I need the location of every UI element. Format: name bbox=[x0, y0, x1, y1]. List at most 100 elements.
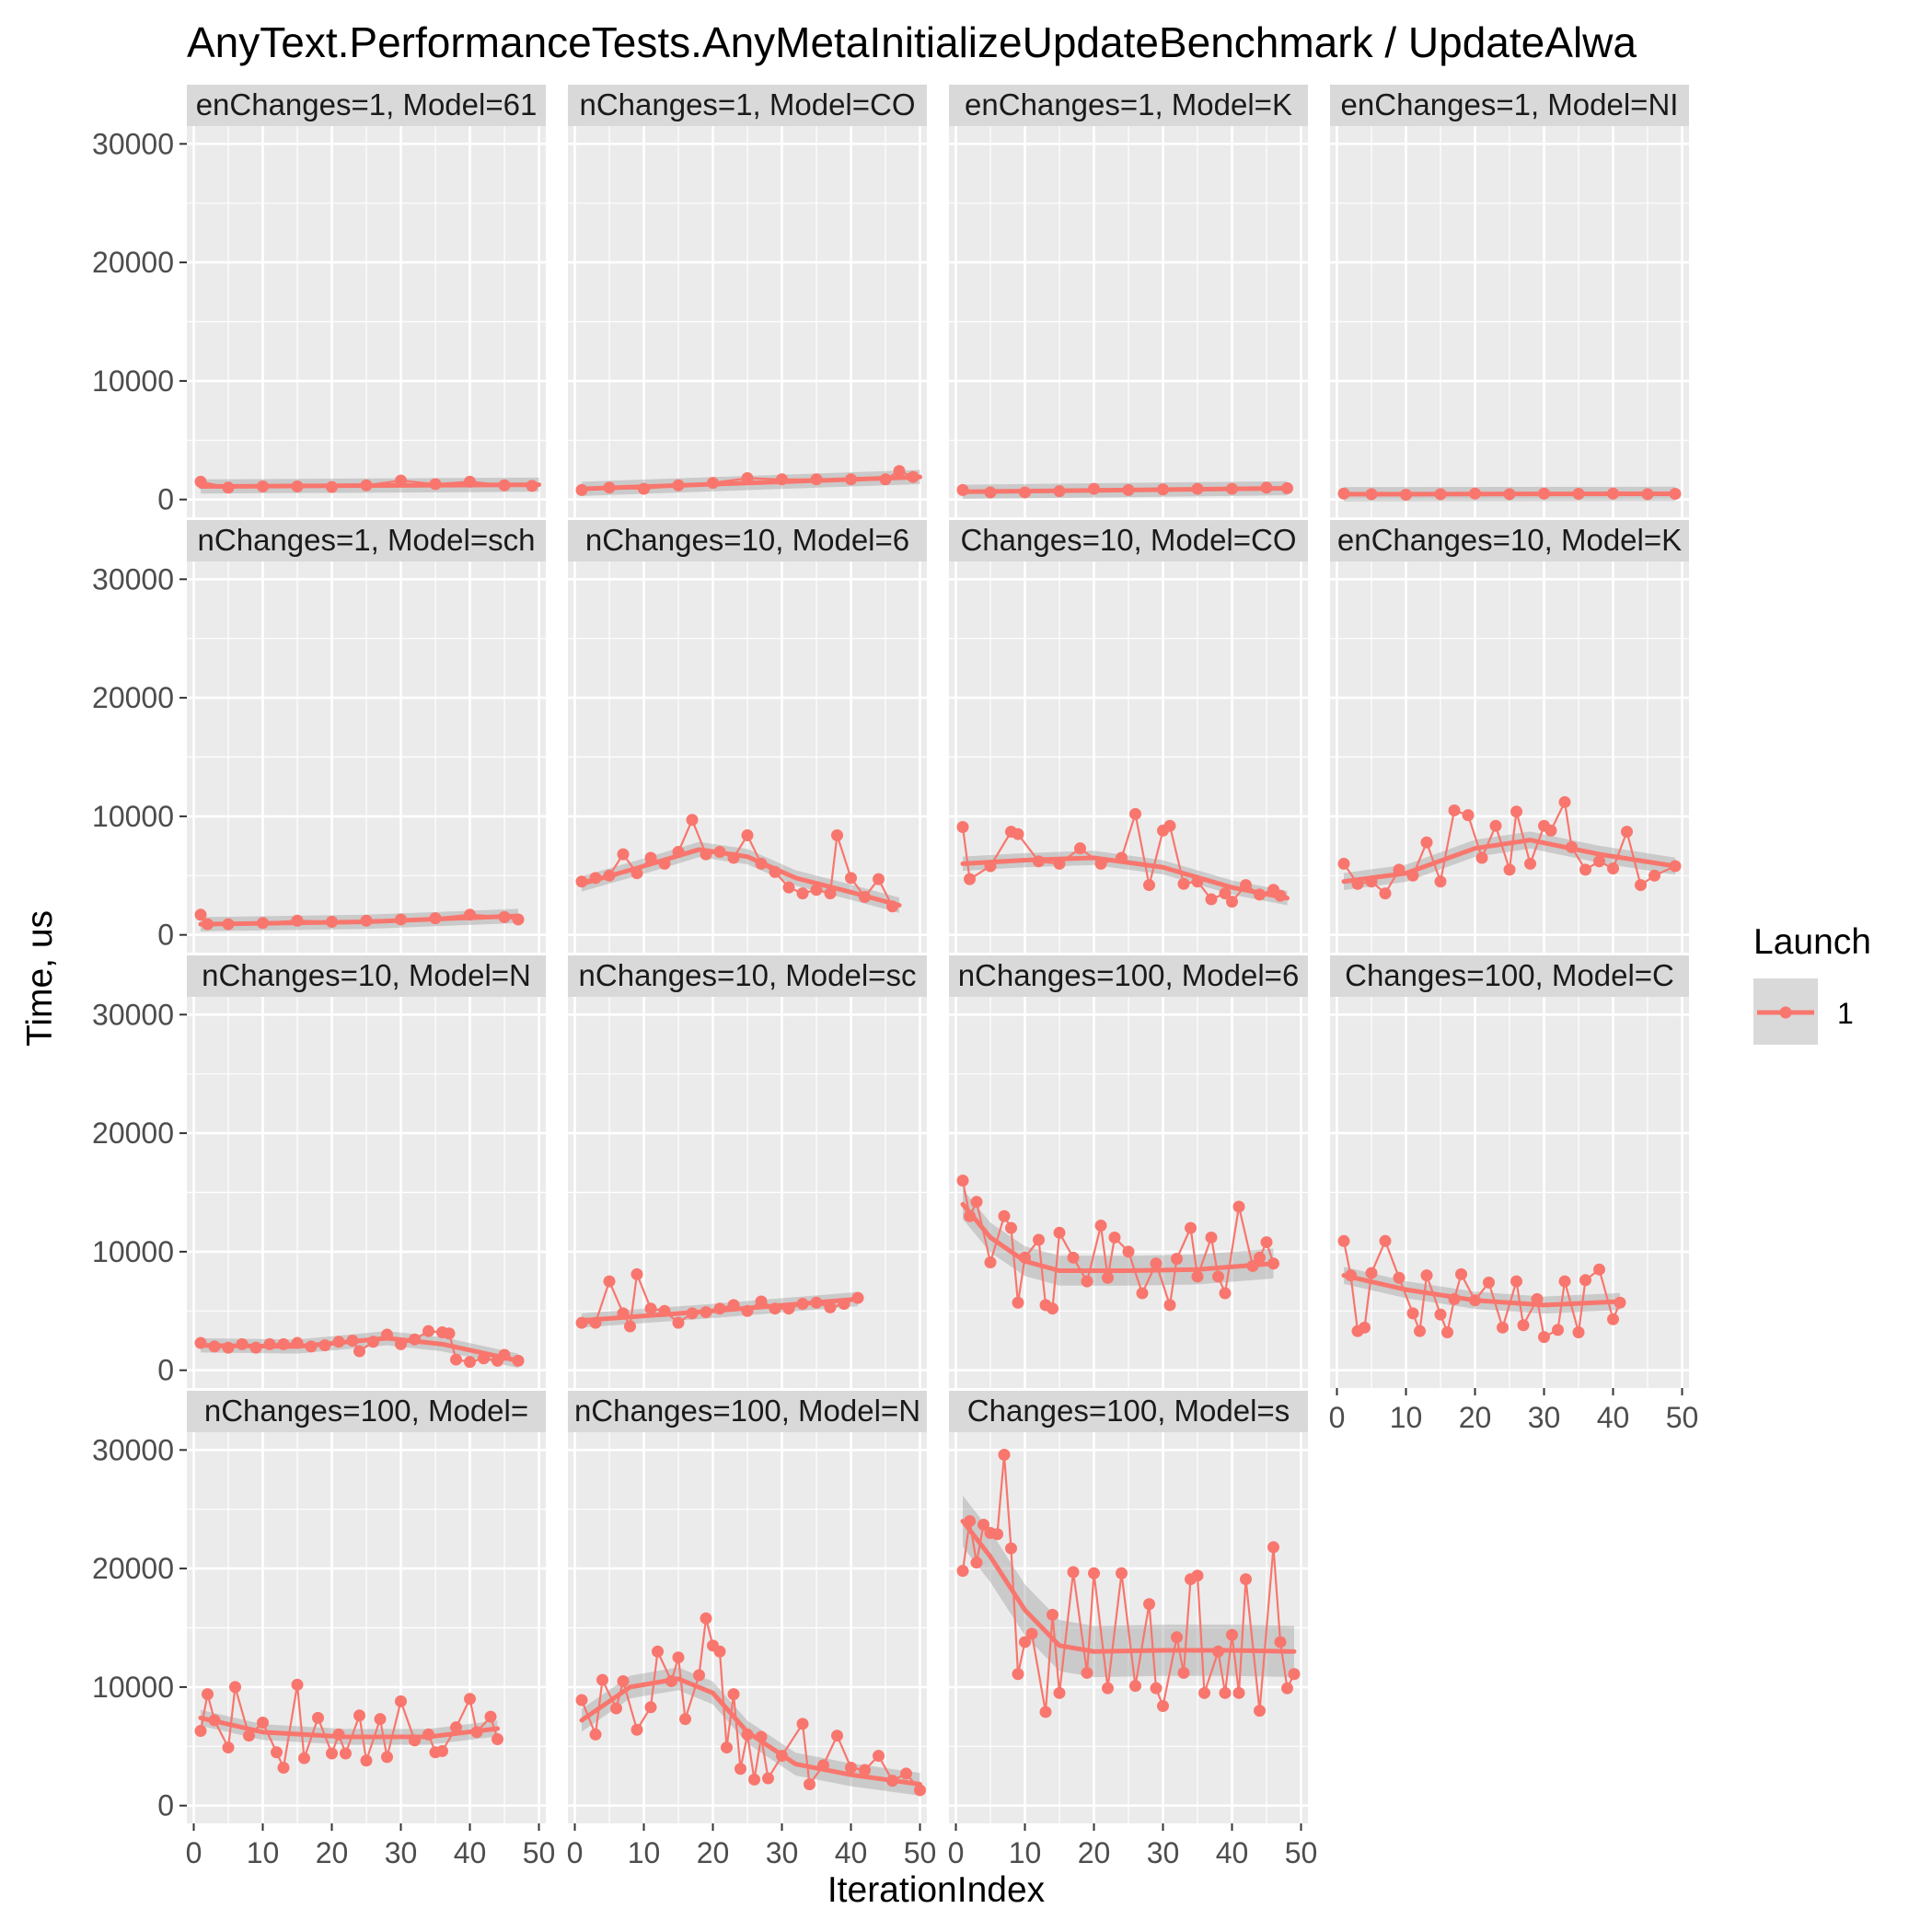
data-point bbox=[755, 1730, 768, 1743]
y-tick-label: 10000 bbox=[92, 364, 174, 398]
data-point bbox=[318, 1339, 331, 1352]
x-tick-label: 20 bbox=[1459, 1401, 1492, 1434]
data-point bbox=[755, 857, 768, 870]
facet-strip bbox=[568, 955, 927, 997]
data-point bbox=[575, 1316, 588, 1329]
data-point bbox=[707, 477, 719, 490]
data-point bbox=[1191, 1569, 1204, 1582]
data-point bbox=[202, 1688, 214, 1701]
y-tick-label: 20000 bbox=[92, 681, 174, 714]
data-point bbox=[395, 913, 407, 926]
facet-strip-label: enChanges=1, Model=NI bbox=[1341, 87, 1679, 121]
data-point bbox=[824, 887, 837, 900]
data-point bbox=[1143, 879, 1155, 892]
facet-panel: nChanges=10, Model=N 0 10000 20000 30000 bbox=[92, 955, 546, 1388]
x-tick-label: 50 bbox=[1285, 1836, 1318, 1869]
data-point bbox=[1232, 1200, 1245, 1213]
data-point bbox=[450, 1721, 462, 1734]
data-point bbox=[360, 479, 373, 492]
data-point bbox=[644, 1701, 657, 1714]
data-point bbox=[672, 479, 685, 492]
data-point bbox=[257, 917, 269, 930]
x-tick-label: 40 bbox=[1216, 1836, 1249, 1869]
facet-panel: enChanges=1, Model=K bbox=[949, 85, 1308, 517]
data-point bbox=[1260, 1236, 1273, 1249]
panel-data bbox=[194, 474, 541, 494]
data-point bbox=[1593, 1263, 1605, 1276]
data-point bbox=[1462, 809, 1475, 822]
x-tick-label: 50 bbox=[1666, 1401, 1699, 1434]
data-point bbox=[395, 1337, 407, 1350]
data-point bbox=[1047, 1608, 1059, 1621]
data-point bbox=[422, 1325, 434, 1337]
data-point bbox=[1254, 1705, 1266, 1718]
facet-strip-label: enChanges=10, Model=K bbox=[1337, 523, 1682, 557]
data-point bbox=[229, 1681, 241, 1694]
facet-strip-label: Changes=10, Model=CO bbox=[960, 523, 1296, 557]
x-tick-label: 0 bbox=[186, 1836, 202, 1869]
data-point bbox=[1019, 1251, 1031, 1264]
data-point bbox=[1414, 1325, 1426, 1337]
facet-strip-label: enChanges=1, Model=61 bbox=[196, 87, 538, 121]
y-tick-label: 20000 bbox=[92, 246, 174, 279]
data-point bbox=[1012, 1296, 1024, 1309]
data-point bbox=[346, 1334, 359, 1347]
data-point bbox=[464, 475, 476, 488]
data-point bbox=[291, 914, 304, 927]
data-point bbox=[236, 1337, 249, 1350]
facet-strip bbox=[568, 520, 927, 561]
data-point bbox=[360, 914, 373, 927]
data-point bbox=[1246, 1259, 1259, 1272]
data-point bbox=[998, 1209, 1011, 1222]
panel-data bbox=[194, 908, 525, 931]
facet-panel: nChanges=100, Model=6 bbox=[949, 955, 1308, 1388]
x-axis-title: IterationIndex bbox=[827, 1870, 1046, 1910]
data-point bbox=[1406, 869, 1419, 882]
data-point bbox=[970, 1196, 983, 1209]
data-point bbox=[1053, 1686, 1066, 1699]
data-point bbox=[353, 1709, 365, 1722]
data-point bbox=[713, 846, 726, 859]
data-point bbox=[1205, 893, 1218, 906]
data-point bbox=[194, 1336, 207, 1349]
data-point bbox=[1053, 857, 1066, 870]
x-tick-label: 20 bbox=[316, 1836, 349, 1869]
data-point bbox=[575, 1694, 588, 1706]
data-point bbox=[700, 1306, 712, 1319]
data-point bbox=[1081, 1666, 1093, 1679]
data-point bbox=[796, 1718, 809, 1730]
data-point bbox=[824, 1301, 837, 1313]
data-point bbox=[1503, 863, 1516, 876]
facet-strip-label: nChanges=10, Model=N bbox=[202, 958, 531, 992]
panel-data bbox=[956, 1174, 1279, 1315]
data-point bbox=[859, 1764, 871, 1776]
data-point bbox=[243, 1730, 255, 1742]
facet-panel: nChanges=100, Model=N 0 10 20 30 40 50 bbox=[567, 1391, 937, 1869]
facet-strip-label: nChanges=1, Model=sch bbox=[198, 523, 536, 557]
data-point bbox=[873, 1750, 885, 1763]
data-point bbox=[998, 1448, 1011, 1461]
data-point bbox=[644, 851, 657, 864]
data-point bbox=[1434, 875, 1447, 888]
facet-strip bbox=[187, 955, 546, 997]
data-point bbox=[1171, 1253, 1183, 1266]
data-point bbox=[644, 1302, 657, 1315]
x-tick-label: 40 bbox=[454, 1836, 487, 1869]
data-point bbox=[1067, 1251, 1080, 1264]
data-point bbox=[1434, 1308, 1447, 1321]
data-point bbox=[291, 1336, 304, 1349]
data-point bbox=[367, 1336, 379, 1348]
data-point bbox=[810, 1296, 823, 1309]
y-tick-label: 10000 bbox=[92, 800, 174, 833]
data-point bbox=[1039, 1706, 1052, 1718]
data-point bbox=[1081, 1275, 1093, 1288]
data-point bbox=[1094, 1220, 1107, 1232]
data-point bbox=[1012, 1668, 1024, 1681]
data-point bbox=[1232, 1686, 1245, 1699]
data-point bbox=[257, 1717, 269, 1730]
x-tick-label: 50 bbox=[904, 1836, 937, 1869]
panel-data bbox=[575, 465, 922, 496]
data-point bbox=[964, 873, 976, 885]
data-point bbox=[395, 1695, 407, 1707]
facet-panel: nChanges=10, Model=6 bbox=[568, 520, 927, 953]
